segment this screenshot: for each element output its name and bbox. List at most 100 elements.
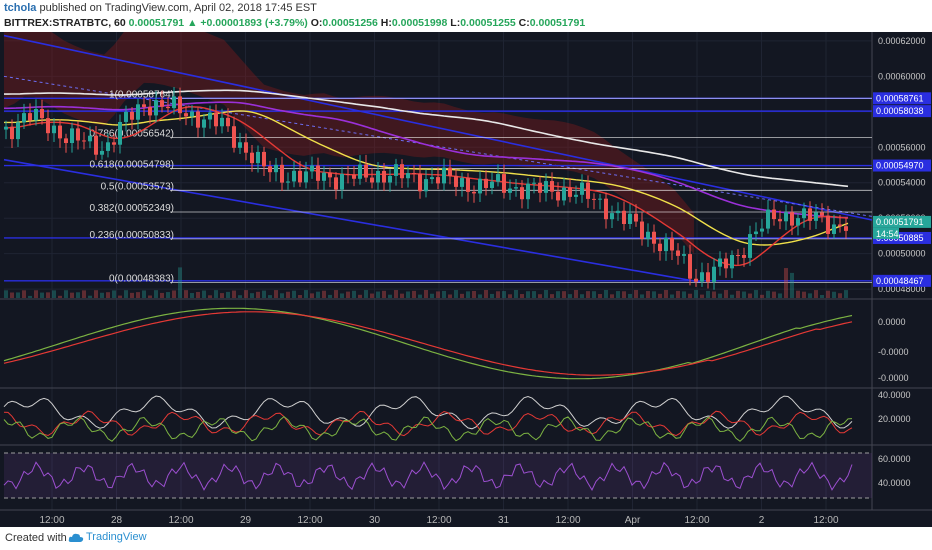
candle-body — [304, 171, 308, 183]
candle-body — [244, 142, 248, 153]
volume-bar — [178, 267, 182, 298]
candle-body — [598, 198, 602, 200]
price-tag — [873, 92, 931, 105]
candle-body — [718, 258, 722, 267]
volume-bar — [424, 290, 428, 298]
dmi-minus-line — [3, 410, 853, 437]
candle-body — [340, 173, 344, 190]
volume-bar — [394, 290, 398, 298]
ohlc-line: BITTREX:STRATBTC, 60 0.00051791 ▲ +0.000… — [4, 17, 585, 29]
volume-bar — [328, 294, 332, 298]
volume-bar — [16, 292, 20, 298]
volume-bar — [544, 290, 548, 298]
volume-bar — [244, 290, 248, 298]
candle-body — [40, 109, 44, 119]
volume-bar — [106, 292, 110, 298]
candle-body — [190, 111, 194, 117]
chart-svg[interactable]: 1(0.00058764)0.786(0.00056542)0.618(0.00… — [0, 32, 932, 527]
volume-bar — [712, 291, 716, 298]
candle-body — [226, 117, 230, 127]
volume-bar — [58, 295, 62, 298]
chart-area[interactable]: 1(0.00058764) 0.786(0.00056542) 0.618(0.00… — [0, 32, 932, 527]
time-axis-label: 12:00 — [555, 515, 580, 526]
candle-body — [568, 187, 572, 197]
candle-body — [346, 173, 350, 175]
volume-bar — [658, 293, 662, 298]
price-axis-label: 0.00050000 — [878, 249, 926, 259]
volume-bar — [118, 295, 122, 298]
candle-body — [208, 112, 212, 120]
volume-bar — [292, 290, 296, 298]
sma-yellow-line — [4, 110, 849, 246]
high-label: H: — [380, 17, 392, 29]
volume-bar — [28, 295, 32, 298]
candle-body — [532, 182, 536, 184]
time-axis-label: 12:00 — [684, 515, 709, 526]
candle-body — [58, 125, 62, 139]
volume-bar — [604, 290, 608, 298]
volume-bar — [4, 290, 8, 298]
candle-body — [742, 255, 746, 258]
time-axis-label: 28 — [111, 515, 123, 526]
candle-body — [424, 179, 428, 192]
candle-body — [634, 213, 638, 222]
candle-body — [640, 221, 644, 239]
candle-body — [784, 212, 788, 222]
volume-bar — [736, 290, 740, 298]
candle-body — [28, 113, 32, 121]
volume-bar — [526, 291, 530, 298]
volume-bar — [562, 291, 566, 298]
rsi-axis-label: 60.0000 — [878, 454, 911, 464]
candle-body — [682, 254, 686, 256]
ichimoku-cloud — [4, 32, 694, 255]
volume-bar — [454, 290, 458, 298]
volume-bar — [700, 294, 704, 298]
fib-level-label: 0.618(0.00054798) — [89, 160, 174, 171]
price-tag-label: 0.00050885 — [876, 233, 924, 243]
sma-white-line — [4, 89, 849, 188]
candle-body — [766, 209, 770, 229]
candle-body — [112, 142, 116, 145]
volume-bar — [682, 291, 686, 298]
tradingview-cloud-icon — [68, 533, 84, 542]
candle-body — [712, 266, 716, 282]
candle-body — [688, 254, 692, 279]
volume-bar — [670, 294, 674, 298]
publish-line: tchola published on TradingView.com, Apr… — [4, 2, 317, 14]
volume-bar — [352, 290, 356, 298]
volume-bar — [772, 291, 776, 298]
volume-bar — [826, 290, 830, 298]
candle-body — [430, 177, 434, 180]
volume-bar — [574, 290, 578, 298]
candle-body — [400, 164, 404, 179]
volume-bar — [592, 291, 596, 298]
price-change: ▲ +0.00001893 (+3.79%) — [187, 17, 308, 29]
volume-bar — [250, 293, 254, 298]
volume-bar — [820, 294, 824, 298]
candle-body — [322, 172, 326, 181]
volume-bar — [754, 290, 758, 298]
author-link[interactable]: tchola — [4, 2, 37, 14]
volume-bar — [520, 294, 524, 298]
candle-body — [232, 126, 236, 148]
volume-bar — [226, 291, 230, 298]
candle-body — [376, 170, 380, 183]
candle-body — [676, 250, 680, 256]
candle-body — [148, 106, 152, 116]
open-label: O: — [310, 17, 323, 29]
tradingview-brand-link[interactable]: TradingView — [86, 531, 147, 543]
volume-bar — [796, 290, 800, 298]
candle-body — [220, 117, 224, 127]
time-axis-label: 29 — [240, 515, 252, 526]
trendline-upper — [3, 34, 873, 221]
candle-body — [178, 96, 182, 114]
candle-body — [328, 172, 332, 178]
volume-bar — [334, 290, 338, 298]
volume-bar — [322, 290, 326, 298]
volume-bar — [130, 292, 134, 298]
candle-body — [646, 231, 650, 239]
candle-body — [316, 165, 320, 181]
volume-bar — [586, 291, 590, 298]
volume-bar — [628, 293, 632, 298]
volume-bar — [22, 290, 26, 298]
